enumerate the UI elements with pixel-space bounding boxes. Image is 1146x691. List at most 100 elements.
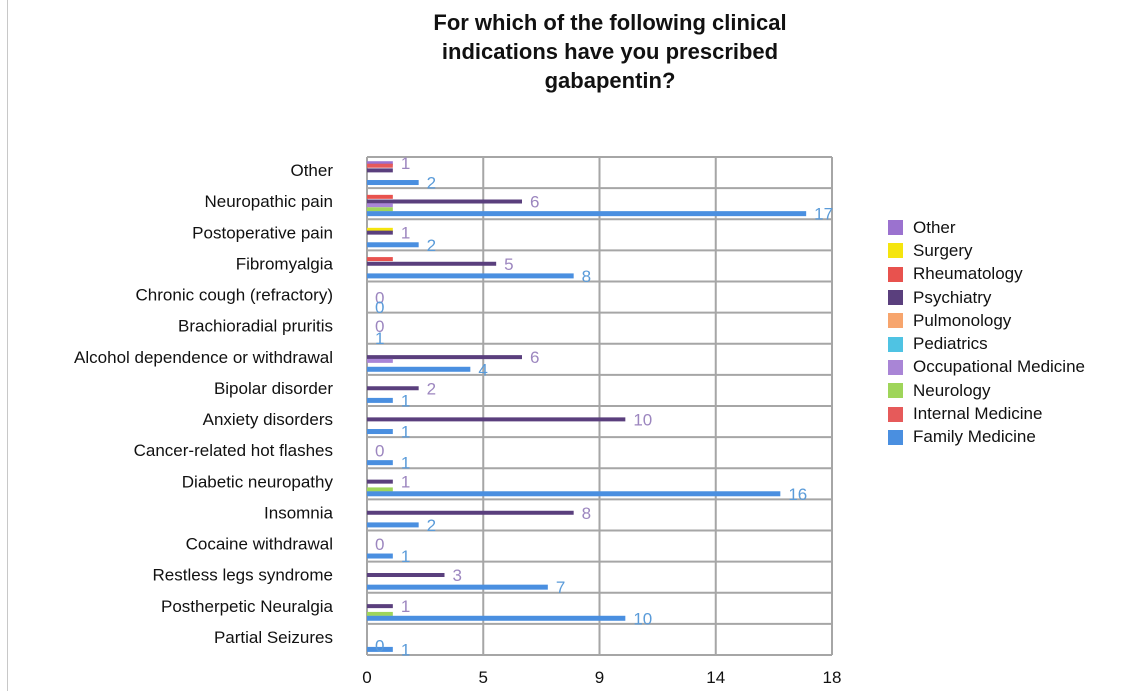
data-label: 1 [401, 454, 410, 473]
bar-psychiatry-insomnia [367, 510, 574, 515]
category-label-cocaine-withdrawal: Cocaine withdrawal [186, 535, 333, 554]
data-label: 0 [375, 442, 384, 461]
legend-label: Other [913, 217, 956, 237]
left-border-rule [7, 0, 8, 691]
legend-swatch [888, 220, 903, 236]
bar-family-medicine-postoperative-pain [367, 242, 419, 248]
chart-title: For which of the following clinical indi… [360, 8, 860, 95]
bar-family-medicine-cocaine-withdrawal [367, 553, 393, 559]
chart-legend: Other Surgery Rheumatology Psychiatry Pulmon… [888, 216, 1085, 449]
data-label: 1 [401, 547, 410, 566]
bar-family-medicine-insomnia [367, 522, 419, 528]
chart-title-line-1: For which of the following clinical [433, 10, 787, 35]
legend-item-other: Other [888, 216, 1085, 239]
category-label-fibromyalgia: Fibromyalgia [236, 254, 334, 273]
category-label-diabetic-neuropathy: Diabetic neuropathy [182, 472, 334, 491]
legend-swatch [888, 313, 903, 329]
data-label: 2 [427, 516, 436, 535]
bar-family-medicine-partial-seizures [367, 646, 393, 652]
legend-swatch [888, 290, 903, 306]
bar-neurology-postherpetic-neuralgia [367, 611, 393, 616]
data-label: 2 [427, 236, 436, 255]
bar-psychiatry-neuropathic-pain [367, 199, 522, 204]
legend-swatch [888, 383, 903, 399]
legend-item-internal-medicine: Internal Medicine [888, 402, 1085, 425]
data-label: 3 [453, 566, 462, 585]
data-label: 5 [504, 255, 513, 274]
data-label: 0 [375, 298, 384, 317]
data-label: 10 [633, 609, 652, 628]
data-label: 4 [478, 360, 487, 379]
legend-item-rheumatology: Rheumatology [888, 263, 1085, 286]
data-label: 1 [401, 224, 410, 243]
category-label-postherpetic-neuralgia: Postherpetic Neuralgia [161, 597, 334, 616]
data-label: 0 [375, 637, 384, 656]
bar-family-medicine-bipolar-disorder [367, 397, 393, 403]
legend-label: Pulmonology [913, 310, 1012, 330]
category-label-cancer-related-hot-flashes: Cancer-related hot flashes [134, 441, 333, 460]
data-label: 1 [401, 391, 410, 410]
bar-rheumatology-fibromyalgia [367, 257, 393, 262]
data-label: 17 [814, 205, 833, 224]
category-label-alcohol-dependence-or-withdrawal: Alcohol dependence or withdrawal [74, 348, 333, 367]
legend-label: Occupational Medicine [913, 357, 1085, 377]
bar-rheumatology-neuropathic-pain [367, 194, 393, 199]
bar-neurology-neuropathic-pain [367, 207, 393, 212]
category-label-anxiety-disorders: Anxiety disorders [203, 410, 333, 429]
x-tick-label: 14 [706, 668, 725, 687]
x-tick-label: 9 [595, 668, 604, 687]
legend-label: Surgery [913, 240, 973, 260]
bar-psychiatry-postoperative-pain [367, 230, 393, 235]
data-label: 10 [633, 410, 652, 429]
data-label: 1 [401, 597, 410, 616]
bar-family-medicine-neuropathic-pain [367, 211, 807, 217]
category-label-restless-legs-syndrome: Restless legs syndrome [153, 566, 333, 585]
legend-item-neurology: Neurology [888, 379, 1085, 402]
legend-label: Pediatrics [913, 334, 988, 354]
data-label: 0 [375, 289, 384, 308]
bar-psychiatry-restless-legs-syndrome [367, 573, 445, 578]
data-label: 8 [582, 267, 591, 286]
legend-label: Family Medicine [913, 427, 1036, 447]
bar-family-medicine-cancer-related-hot-flashes [367, 460, 393, 466]
category-label-chronic-cough-refractory: Chronic cough (refractory) [136, 286, 333, 305]
data-label: 8 [582, 504, 591, 523]
data-label: 2 [427, 379, 436, 398]
data-label: 16 [788, 485, 807, 504]
legend-item-psychiatry: Psychiatry [888, 286, 1085, 309]
bar-psychiatry-other [367, 168, 393, 173]
data-label: 6 [530, 348, 539, 367]
legend-swatch [888, 266, 903, 282]
category-label-other: Other [290, 161, 333, 180]
data-label: 1 [401, 154, 410, 173]
bar-occupational-medicine-alcohol-dependence-or-withdrawal [367, 358, 393, 363]
bar-family-medicine-alcohol-dependence-or-withdrawal [367, 366, 471, 372]
category-label-brachioradial-pruritis: Brachioradial pruritis [178, 317, 333, 336]
legend-swatch [888, 336, 903, 352]
bar-psychiatry-postherpetic-neuralgia [367, 604, 393, 609]
bar-family-medicine-diabetic-neuropathy [367, 491, 781, 497]
category-label-partial-seizures: Partial Seizures [214, 628, 333, 647]
data-label: 6 [530, 193, 539, 212]
legend-item-surgery: Surgery [888, 239, 1085, 262]
data-label: 1 [401, 423, 410, 442]
bar-family-medicine-postherpetic-neuralgia [367, 615, 626, 621]
x-tick-label: 5 [479, 668, 488, 687]
data-label: 7 [556, 578, 565, 597]
legend-swatch [888, 359, 903, 375]
legend-label: Internal Medicine [913, 404, 1043, 424]
bar-family-medicine-fibromyalgia [367, 273, 574, 279]
legend-swatch [888, 429, 903, 445]
bar-family-medicine-restless-legs-syndrome [367, 584, 548, 590]
data-label: 2 [427, 174, 436, 193]
chart-title-line-2: indications have you prescribed [441, 39, 779, 64]
chart-title-line-3: gabapentin? [544, 68, 676, 93]
data-label: 0 [375, 317, 384, 336]
legend-item-family-medicine: Family Medicine [888, 426, 1085, 449]
legend-swatch [888, 243, 903, 259]
legend-label: Neurology [913, 380, 991, 400]
data-label: 1 [401, 473, 410, 492]
bar-psychiatry-fibromyalgia [367, 261, 497, 266]
legend-swatch [888, 406, 903, 422]
category-label-neuropathic-pain: Neuropathic pain [204, 192, 333, 211]
